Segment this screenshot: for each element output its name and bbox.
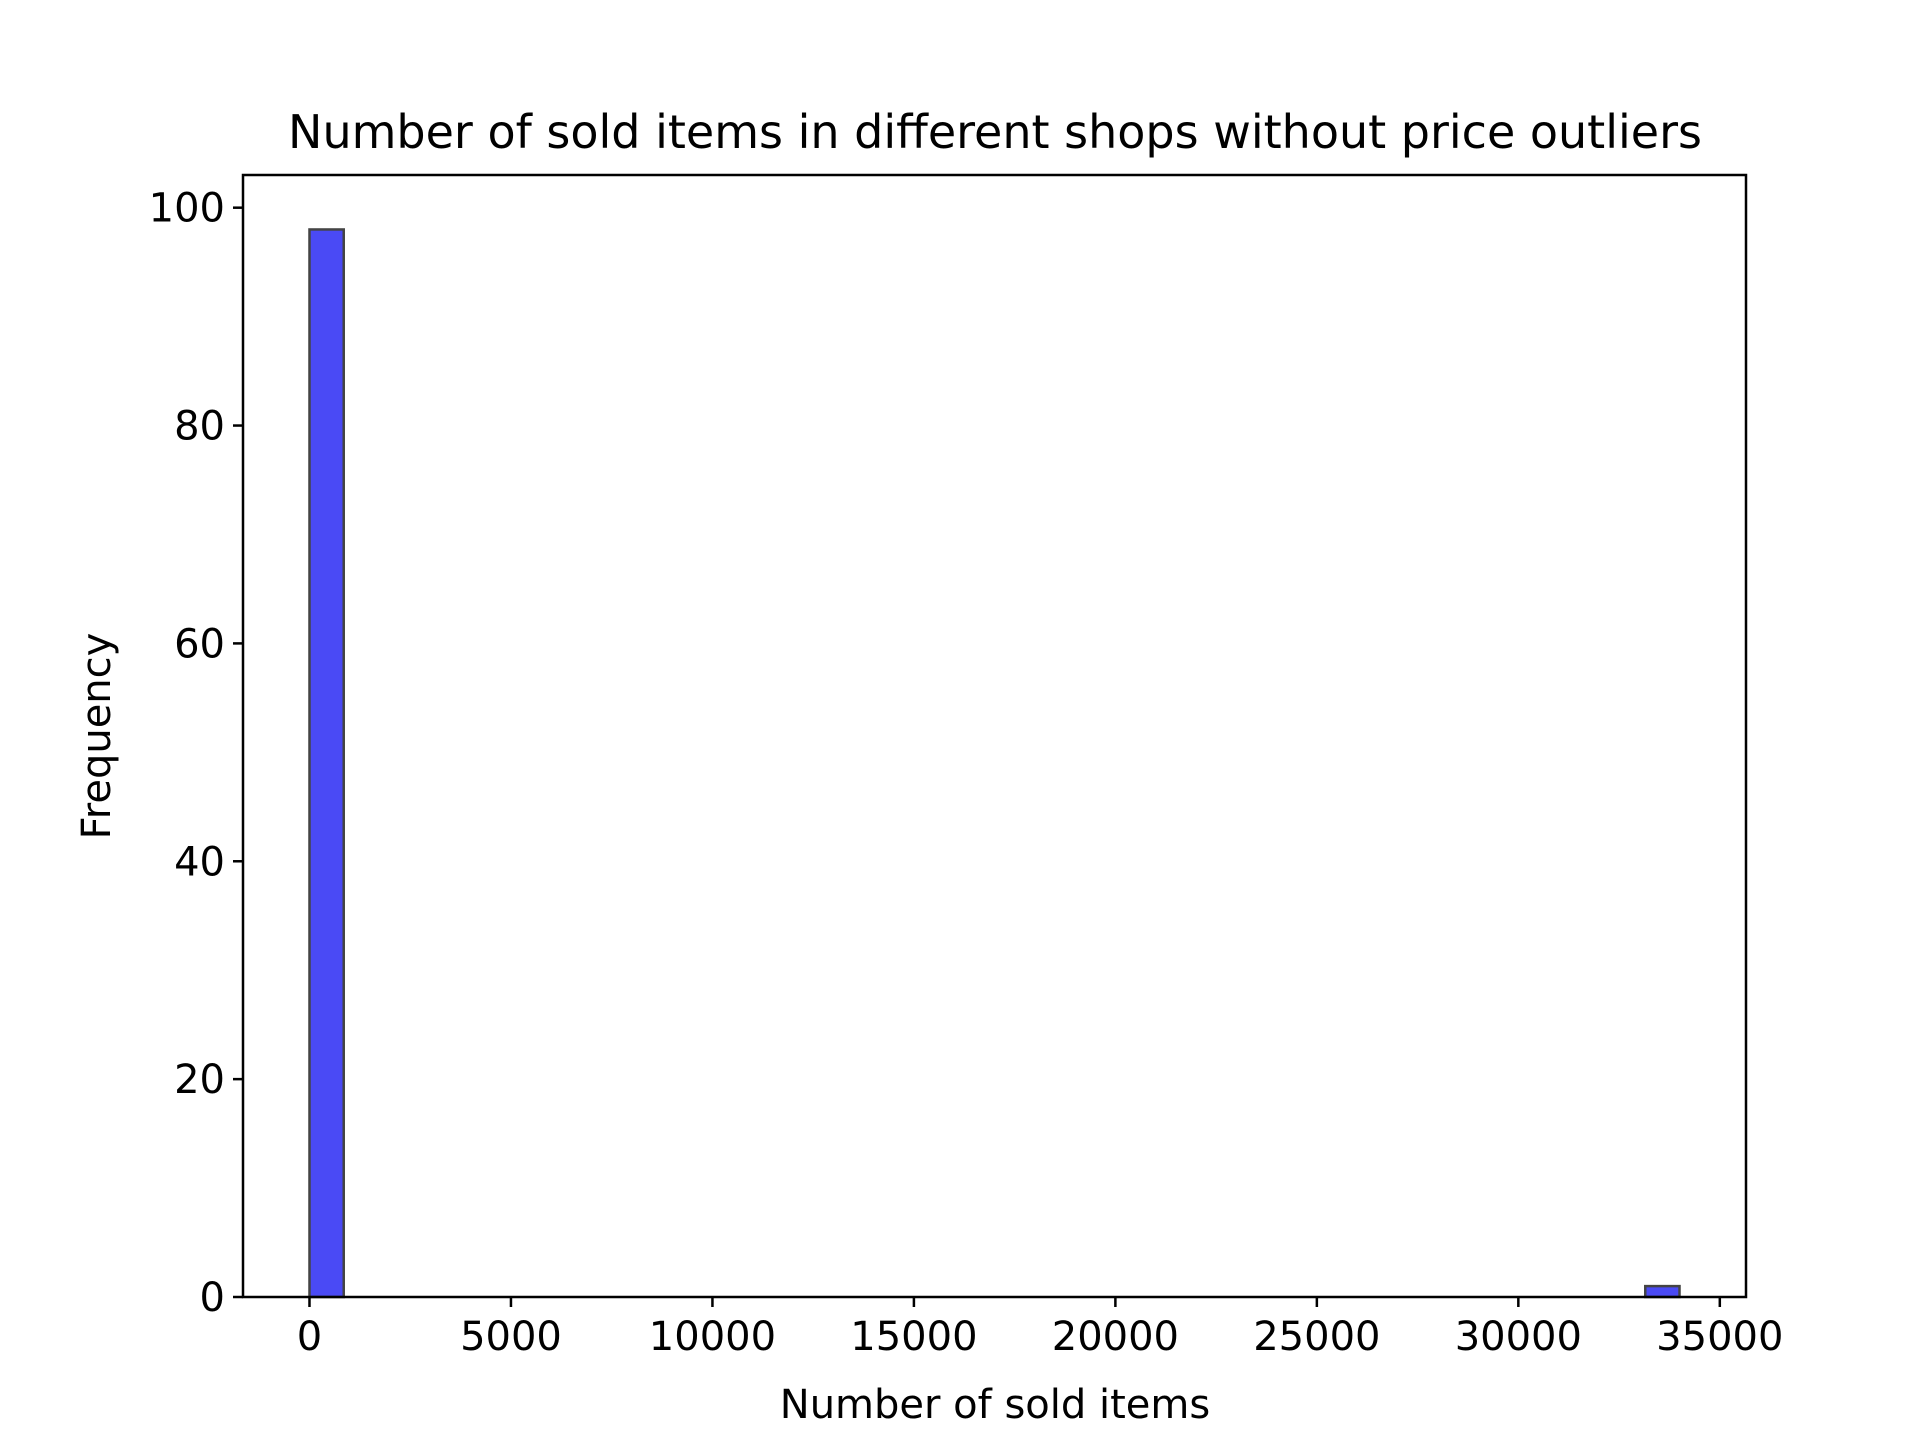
y-tick-label: 60 [174, 621, 225, 667]
x-axis-label: Number of sold items [780, 1382, 1210, 1428]
y-tick-label: 100 [149, 186, 225, 232]
x-tick-label: 30000 [1455, 1314, 1582, 1360]
x-tick-label: 15000 [850, 1314, 977, 1360]
plot-frame [241, 173, 1748, 1299]
bars-group [308, 228, 1681, 1299]
histogram-bar-1 [1644, 1284, 1681, 1299]
x-tick-label: 10000 [649, 1314, 776, 1360]
y-axis-label: Frequency [74, 633, 120, 840]
x-tick-label: 0 [297, 1314, 322, 1360]
y-tick-label: 20 [174, 1057, 225, 1103]
chart-title: Number of sold items in different shops … [288, 105, 1702, 159]
y-tick-label: 80 [174, 404, 225, 450]
histogram-bar-0 [308, 228, 345, 1299]
x-tick-label: 35000 [1656, 1314, 1783, 1360]
x-tick-label: 20000 [1052, 1314, 1179, 1360]
y-tick-label: 40 [174, 839, 225, 885]
x-tick-label: 25000 [1253, 1314, 1380, 1360]
x-axis: 0 5000 10000 15000 20000 25000 30000 35000 [297, 1297, 1783, 1360]
x-tick-label: 5000 [460, 1314, 562, 1360]
y-axis: 0 20 40 60 80 100 [149, 186, 243, 1321]
y-tick-label: 0 [200, 1275, 225, 1321]
